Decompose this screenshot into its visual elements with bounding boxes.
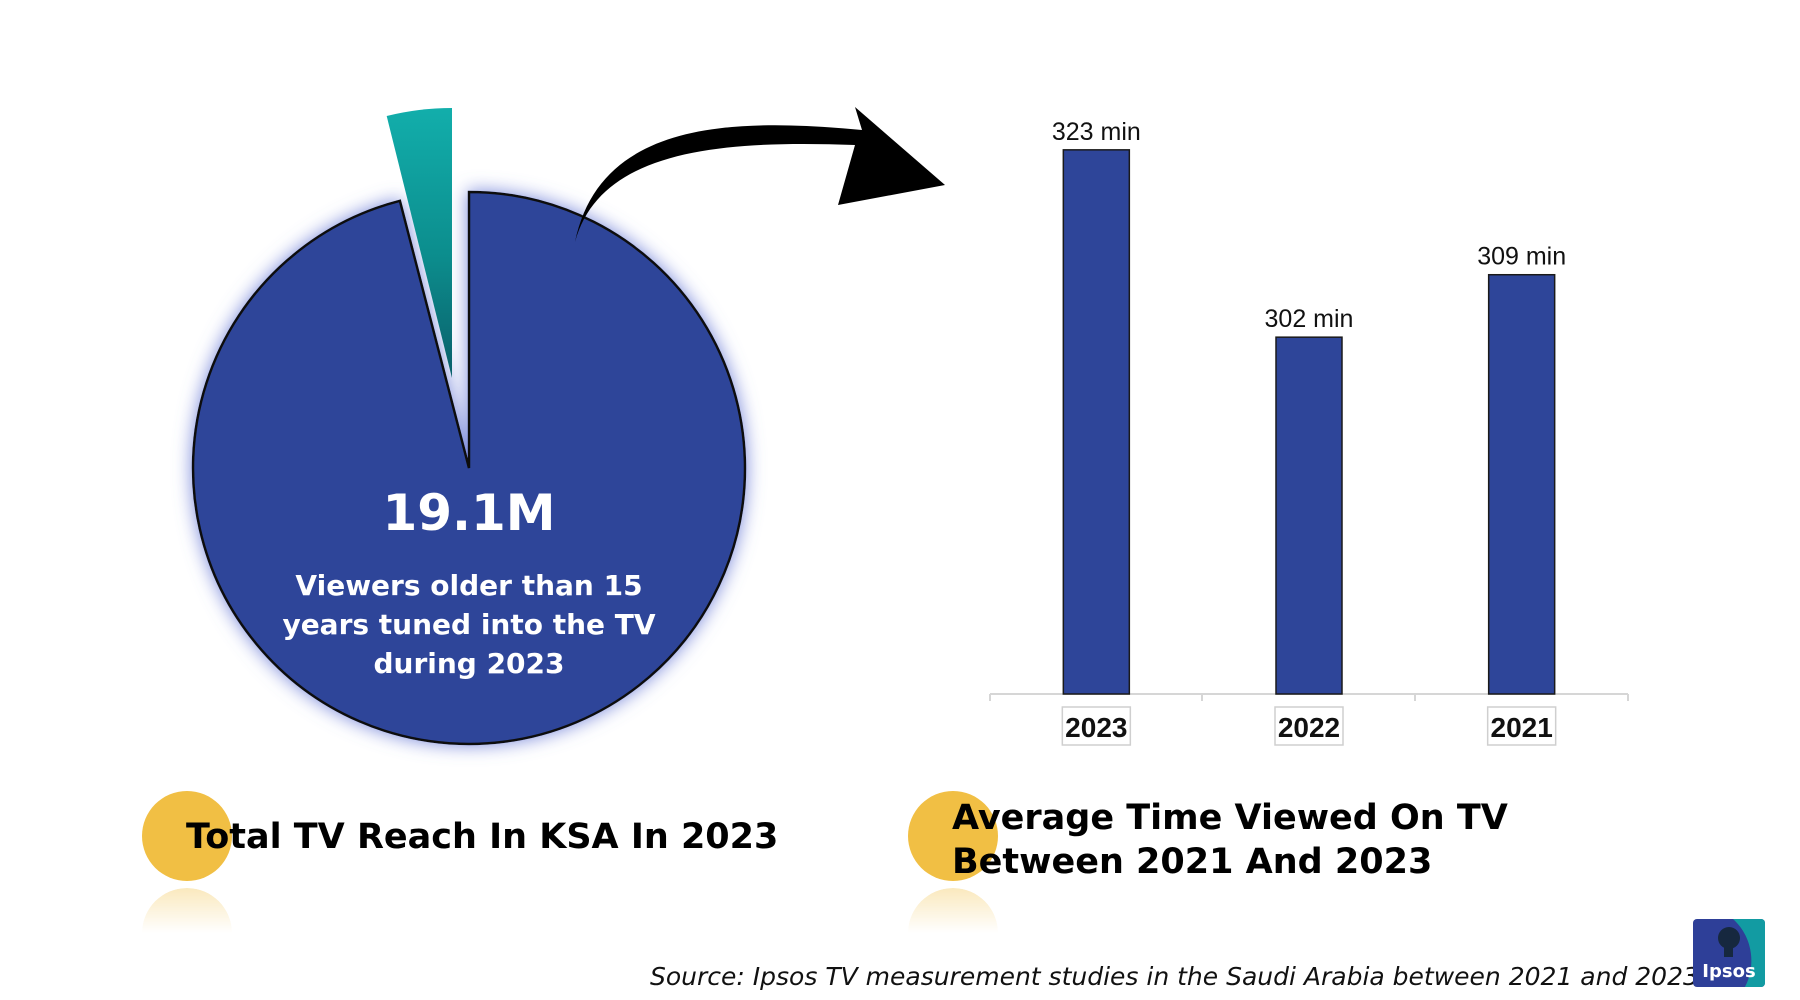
ipsos-logo: Ipsos <box>1693 919 1765 987</box>
reach-value: 19.1M <box>382 484 555 542</box>
caption-total-tv-reach: Total TV Reach In KSA In 2023 <box>186 817 779 857</box>
pie-exploded-slice <box>386 108 452 378</box>
bar-2023 <box>1062 149 1131 695</box>
bar-2021 <box>1487 273 1556 695</box>
bar-value-label: 323 min <box>1052 118 1141 146</box>
pie-main-segment <box>191 190 747 746</box>
category-label-2023: 2023 <box>1065 712 1127 743</box>
caption-avg-time-line-2: Between 2021 And 2023 <box>952 842 1433 882</box>
ipsos-head-icon <box>1718 927 1740 957</box>
caption-avg-time-line-1: Average Time Viewed On TV <box>952 798 1508 838</box>
reach-description-line-3: during 2023 <box>373 647 564 680</box>
category-label-2021: 2021 <box>1491 712 1553 743</box>
bar-value-label: 309 min <box>1477 243 1566 271</box>
reach-pie-chart: 19.1M Viewers older than 15 years tuned … <box>191 108 747 746</box>
avg-time-bar-chart: 323 min 2023 302 min 2022 309 min 2021 <box>989 118 1629 746</box>
category-label-box <box>1486 706 1557 746</box>
reach-description-line-2: years tuned into the TV <box>282 608 655 641</box>
caption-left-dot <box>142 791 232 881</box>
bar-2022 <box>1275 336 1343 695</box>
curved-arrow-icon <box>575 107 945 242</box>
category-label-box <box>1274 706 1344 746</box>
category-label-2022: 2022 <box>1278 712 1340 743</box>
category-label-box <box>1061 706 1132 746</box>
source-note: Source: Ipsos TV measurement studies in … <box>650 962 1699 991</box>
bar-value-label: 302 min <box>1265 305 1354 333</box>
logo-text: Ipsos <box>1702 961 1755 982</box>
caption-right-dot <box>908 791 998 881</box>
reach-description-line-1: Viewers older than 15 <box>295 569 642 602</box>
